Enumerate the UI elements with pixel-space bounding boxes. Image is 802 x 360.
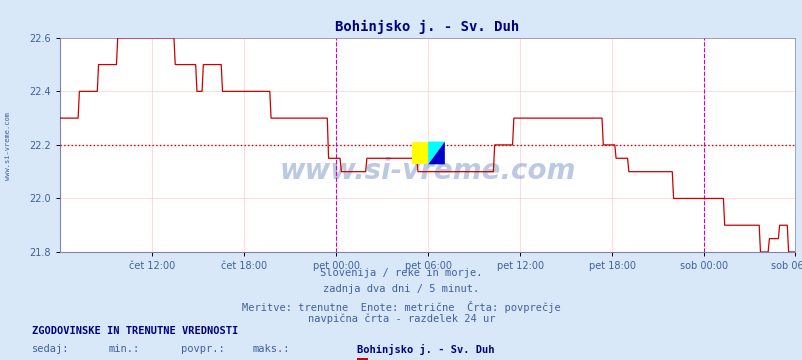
Text: www.si-vreme.com: www.si-vreme.com [279, 157, 575, 185]
Text: Meritve: trenutne  Enote: metrične  Črta: povprečje: Meritve: trenutne Enote: metrične Črta: … [242, 301, 560, 312]
Text: zadnja dva dni / 5 minut.: zadnja dva dni / 5 minut. [323, 284, 479, 294]
Text: Bohinjsko j. - Sv. Duh: Bohinjsko j. - Sv. Duh [357, 344, 494, 355]
Text: www.si-vreme.com: www.si-vreme.com [5, 112, 11, 180]
Text: maks.:: maks.: [253, 344, 290, 354]
Polygon shape [427, 141, 444, 164]
Title: Bohinjsko j. - Sv. Duh: Bohinjsko j. - Sv. Duh [335, 20, 519, 34]
Polygon shape [427, 141, 444, 164]
Text: ZGODOVINSKE IN TRENUTNE VREDNOSTI: ZGODOVINSKE IN TRENUTNE VREDNOSTI [32, 326, 238, 336]
Text: sedaj:: sedaj: [32, 344, 70, 354]
FancyBboxPatch shape [411, 141, 427, 164]
Text: povpr.:: povpr.: [180, 344, 224, 354]
Text: navpična črta - razdelek 24 ur: navpična črta - razdelek 24 ur [307, 313, 495, 324]
Text: min.:: min.: [108, 344, 140, 354]
Text: Slovenija / reke in morje.: Slovenija / reke in morje. [320, 268, 482, 278]
